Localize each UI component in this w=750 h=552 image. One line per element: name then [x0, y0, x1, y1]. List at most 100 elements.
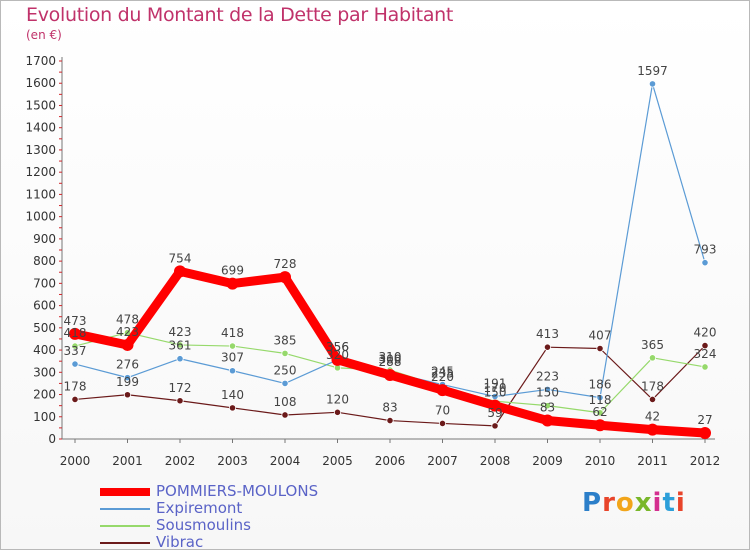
data-label: 70 [435, 403, 450, 417]
data-label: 59 [487, 406, 502, 420]
data-point [71, 342, 79, 350]
y-tick-label: 1500 [25, 98, 56, 112]
data-label: 300 [379, 352, 402, 366]
data-point [701, 259, 709, 267]
data-point [228, 404, 237, 412]
chart-title: Evolution du Montant de la Dette par Hab… [26, 4, 454, 26]
y-tick-label: 0 [48, 432, 56, 446]
data-label: 356 [326, 340, 349, 354]
data-label: 307 [221, 351, 244, 365]
x-tick-label: 2012 [690, 454, 721, 468]
data-point [384, 368, 396, 381]
data-label: 754 [169, 251, 192, 265]
data-label: 361 [169, 339, 192, 353]
data-point [71, 360, 79, 368]
x-tick-label: 2001 [112, 454, 143, 468]
y-tick-label: 100 [33, 410, 56, 424]
data-label: 178 [64, 379, 87, 393]
data-point [71, 395, 79, 404]
legend-label: Expiremont [156, 499, 243, 517]
data-point [331, 353, 344, 366]
proxiti-logo: Proxiti [582, 488, 686, 518]
data-point [436, 384, 449, 397]
x-tick-label: 2005 [322, 454, 353, 468]
x-tick-label: 2006 [375, 454, 406, 468]
data-label: 365 [641, 338, 664, 352]
data-point [174, 265, 186, 278]
data-point [701, 342, 709, 350]
logo-letter: t [662, 488, 676, 518]
data-label: 420 [694, 326, 717, 340]
y-tick-label: 800 [33, 254, 56, 268]
data-label: 418 [64, 326, 87, 340]
data-point [386, 416, 394, 425]
data-label: 276 [116, 358, 139, 372]
data-label: 170 [484, 381, 507, 395]
data-point [281, 411, 289, 419]
data-label: 423 [169, 325, 192, 339]
data-label: 140 [221, 388, 244, 402]
data-point [489, 399, 501, 412]
data-label: 407 [589, 329, 612, 343]
y-tick-label: 900 [33, 232, 56, 246]
legend-label: POMMIERS-MOULONS [156, 482, 319, 500]
data-point [228, 367, 237, 375]
data-label: 418 [221, 326, 244, 340]
data-label: 310 [379, 350, 402, 364]
data-label: 699 [221, 264, 244, 278]
data-point [228, 342, 237, 350]
data-point [226, 277, 239, 290]
data-label: 220 [431, 370, 454, 384]
y-tick-label: 700 [33, 276, 56, 290]
data-point [438, 419, 447, 428]
logo-letter: i [652, 488, 663, 518]
y-tick-label: 1100 [25, 187, 56, 201]
data-point [594, 419, 606, 432]
legend-swatch [100, 542, 150, 544]
data-label: 1597 [637, 64, 668, 78]
y-tick-label: 1600 [25, 76, 56, 90]
logo-letter: P [582, 488, 603, 518]
data-point [541, 414, 554, 427]
data-point [281, 379, 289, 388]
data-label: 356 [326, 340, 349, 354]
y-tick-label: 400 [33, 343, 56, 357]
data-point [543, 402, 552, 410]
data-point [491, 422, 499, 430]
data-label: 27 [697, 413, 712, 427]
data-label: 120 [326, 392, 349, 406]
data-label: 413 [536, 327, 559, 341]
data-label: 320 [326, 348, 349, 362]
data-label: 423 [116, 325, 139, 339]
x-tick-label: 2011 [637, 454, 668, 468]
y-tick-label: 1700 [25, 54, 56, 68]
data-label: 62 [592, 405, 607, 419]
logo-letter: i [675, 488, 686, 518]
data-point [123, 391, 132, 399]
x-tick-label: 2009 [532, 454, 563, 468]
legend-swatch [100, 508, 150, 510]
data-point [69, 327, 81, 340]
data-label: 150 [536, 386, 559, 400]
data-point [596, 409, 604, 417]
data-point [176, 341, 184, 349]
data-point [596, 394, 604, 402]
data-point [648, 80, 657, 88]
y-tick-label: 1200 [25, 165, 56, 179]
unit-label: (en €) [26, 28, 62, 42]
data-point [648, 354, 657, 362]
data-point [543, 343, 552, 351]
data-point [176, 355, 184, 363]
y-tick-label: 200 [33, 388, 56, 402]
data-label: 172 [169, 381, 192, 395]
data-point [123, 374, 132, 382]
data-label: 324 [694, 347, 717, 361]
data-point [699, 426, 711, 439]
x-tick-label: 2004 [270, 454, 301, 468]
data-label: 250 [274, 363, 297, 377]
x-tick-label: 2007 [427, 454, 458, 468]
data-label: 191 [484, 377, 507, 391]
data-label: 478 [116, 313, 139, 327]
data-label: 83 [540, 401, 555, 415]
